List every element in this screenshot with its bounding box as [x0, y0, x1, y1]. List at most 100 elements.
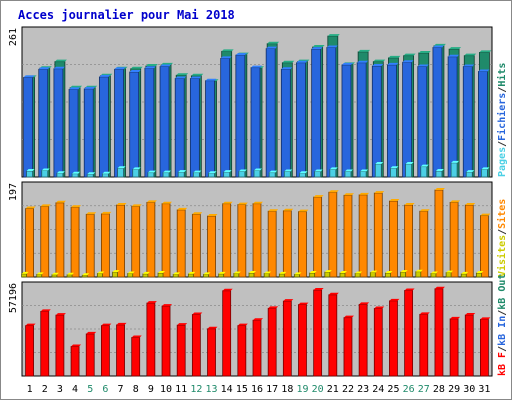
x-tick-label-12: 12: [190, 384, 202, 395]
bar-pages-11-cap: [178, 170, 187, 173]
panel-visitors: 197 Visites/Sites: [8, 181, 508, 278]
bar-sites-19: [298, 211, 307, 278]
bar-kbf-15: [237, 325, 247, 377]
bar-fichiers-19-cap: [296, 60, 308, 63]
bar-sites-5-cap: [86, 212, 97, 215]
bar-hits-27-cap: [418, 50, 431, 53]
bar-hits-11-cap: [176, 73, 189, 76]
bar-fichiers-9-cap: [144, 66, 156, 69]
bar-kbf-17: [267, 307, 277, 377]
bar-pages-17-cap: [269, 170, 278, 173]
bar-fichiers-5-cap: [84, 86, 96, 89]
bar-fichiers-8: [129, 71, 140, 178]
bar-visites-12-cap: [188, 271, 196, 274]
bar-pages-28-cap: [435, 169, 444, 172]
bar-kbf-25: [389, 300, 398, 377]
bar-visites-6: [96, 273, 103, 278]
bar-fichiers-17: [265, 48, 276, 178]
bar-visites-23: [354, 273, 361, 278]
bar-fichiers-13-cap: [205, 78, 217, 81]
bar-visites-19-cap: [294, 272, 302, 275]
bar-kbf-22-cap: [343, 315, 354, 318]
legend-visits-item-2: Fichiers: [496, 93, 508, 141]
bar-sites-27: [419, 210, 429, 278]
bar-sites-28: [434, 189, 444, 278]
bar-sites-8: [131, 205, 141, 278]
bar-visites-14: [218, 273, 225, 278]
bar-pages-28: [435, 170, 443, 178]
bar-kbf-31-cap: [480, 317, 491, 320]
bar-visites-21-cap: [324, 270, 332, 273]
legend-visitors-item-0: Visites: [496, 235, 508, 277]
bar-sites-2: [40, 205, 50, 278]
x-tick-label-10: 10: [160, 384, 172, 395]
bar-kbf-29-cap: [450, 316, 461, 319]
bar-visites-13: [203, 273, 209, 278]
bar-fichiers-19: [296, 62, 306, 178]
bar-fichiers-27: [417, 66, 428, 178]
x-tick-label-17: 17: [266, 384, 278, 395]
bar-sites-22: [343, 194, 353, 278]
bar-visites-29: [445, 272, 452, 278]
bar-kbf-7-cap: [116, 322, 127, 325]
bar-sites-13-cap: [207, 214, 218, 217]
bar-kbf-16: [252, 319, 262, 377]
bar-sites-26: [404, 204, 414, 278]
x-tick-label-26: 26: [403, 384, 415, 395]
bar-sites-15-cap: [237, 202, 248, 205]
bar-sites-10-cap: [162, 201, 173, 204]
bar-kbf-16-cap: [253, 318, 263, 321]
x-tick-label-29: 29: [448, 384, 460, 395]
bar-kbf-31: [480, 318, 489, 377]
bar-visites-11: [172, 273, 179, 278]
bar-visites-20-cap: [309, 271, 317, 274]
legend-bandwidth-item-1: /: [497, 346, 508, 352]
bar-pages-2: [41, 170, 49, 178]
bar-sites-26-cap: [404, 203, 415, 206]
bar-kbf-18-cap: [283, 299, 294, 302]
x-tick-label-24: 24: [372, 384, 384, 395]
legend-bandwidth-item-3: /: [497, 310, 508, 316]
bar-sites-22-cap: [343, 193, 354, 196]
bar-fichiers-26-cap: [402, 60, 414, 63]
bar-sites-2-cap: [40, 204, 51, 207]
bar-sites-3: [55, 202, 65, 278]
bar-sites-31: [480, 215, 489, 278]
x-tick-label-4: 4: [72, 384, 78, 395]
bar-pages-27: [420, 166, 428, 178]
chart-title: Acces journalier pour Mai 2018: [18, 8, 235, 22]
x-tick-label-27: 27: [418, 384, 430, 395]
bar-hits-9-cap: [145, 64, 158, 67]
bar-sites-21-cap: [328, 190, 339, 193]
bar-visites-19: [294, 273, 300, 278]
bar-fichiers-2-cap: [38, 67, 50, 70]
bar-pages-24: [374, 163, 382, 178]
bar-kbf-15-cap: [237, 323, 248, 326]
bar-fichiers-21: [326, 47, 337, 178]
bar-kbf-18: [282, 300, 292, 377]
bar-hits-25-cap: [388, 55, 401, 58]
bar-kbf-19: [298, 304, 307, 377]
bar-pages-2-cap: [41, 168, 50, 171]
bar-visites-9-cap: [142, 271, 150, 274]
bar-kbf-14: [222, 290, 232, 377]
bar-kbf-1: [25, 325, 34, 377]
bar-sites-30: [464, 204, 474, 278]
bar-kbf-7: [116, 324, 125, 377]
bar-fichiers-29: [447, 56, 458, 178]
bar-visites-8: [127, 273, 134, 278]
bar-visites-10: [157, 272, 164, 278]
x-tick-label-7: 7: [118, 384, 124, 395]
bar-fichiers-29-cap: [448, 54, 460, 57]
bar-visites-18: [278, 273, 285, 278]
bar-hits-18-cap: [282, 60, 295, 63]
bar-sites-7: [116, 204, 125, 278]
bar-hits-26-cap: [403, 53, 416, 56]
bar-kbf-13: [207, 328, 216, 377]
legend-visitors-item-1: /: [497, 229, 508, 235]
bar-hits-14-cap: [221, 49, 234, 52]
bar-fichiers-11-cap: [175, 76, 187, 79]
bar-sites-23: [358, 194, 368, 278]
bar-fichiers-18: [280, 68, 291, 178]
